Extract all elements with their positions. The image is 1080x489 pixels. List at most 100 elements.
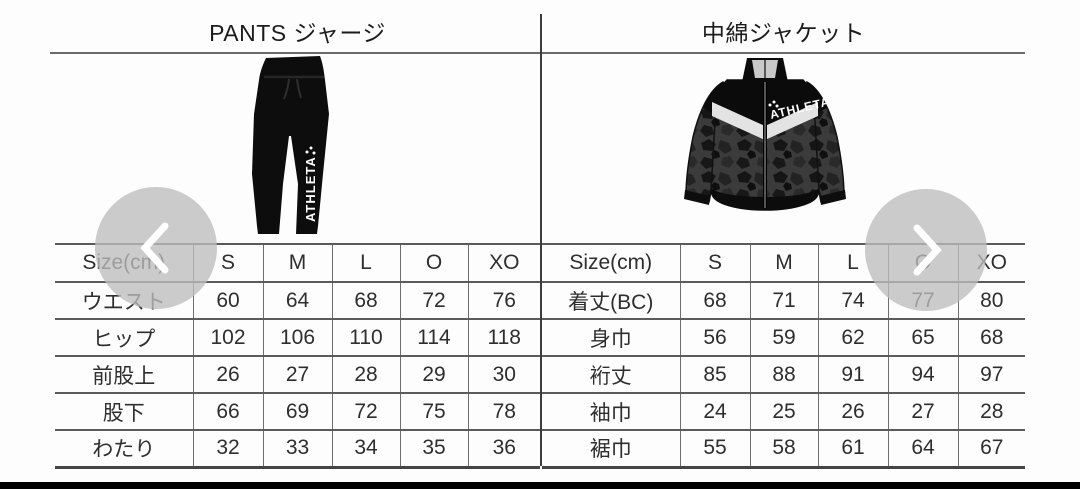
size-value: 59 (749, 318, 818, 356)
row-label: 裾巾 (542, 429, 680, 467)
logo-dot (312, 151, 316, 155)
size-value: 24 (679, 392, 750, 430)
table-row: ヒップ 102 106 110 114 118 (55, 318, 540, 356)
carousel-prev-button[interactable] (95, 187, 217, 309)
row-label: 裄丈 (542, 355, 680, 393)
size-value: 30 (467, 355, 540, 393)
size-value: 61 (817, 429, 888, 467)
size-value: 62 (817, 318, 888, 356)
size-value: 68 (679, 281, 750, 319)
size-value: 60 (192, 281, 263, 319)
size-value: 27 (262, 355, 332, 393)
logo-dot (772, 100, 776, 104)
size-value: 114 (399, 318, 468, 356)
size-value: 85 (679, 355, 750, 393)
size-value: 26 (817, 392, 888, 430)
table-row: 着丈(BC) 68 71 74 77 80 (542, 281, 1025, 319)
size-value: 68 (331, 281, 400, 319)
size-value: 75 (399, 392, 468, 430)
row-label: 袖巾 (542, 392, 680, 430)
row-label: 股下 (55, 392, 193, 430)
table-row: 股下 66 69 72 75 78 (55, 392, 540, 430)
size-value: 34 (331, 429, 400, 467)
size-value: 65 (887, 318, 958, 356)
row-label: ヒップ (55, 318, 193, 356)
size-value: 25 (749, 392, 818, 430)
pants-size-table: Size(cm) S M L O XO ウエスト 60 64 68 72 76 … (55, 243, 540, 469)
size-value: 74 (817, 281, 888, 319)
panel-divider (540, 14, 542, 466)
size-value: 110 (331, 318, 400, 356)
jacket-left-cuff (684, 190, 710, 205)
pants-illustration: ATHLETA (252, 56, 329, 234)
size-value: 106 (262, 318, 332, 356)
size-value: 64 (262, 281, 332, 319)
jacket-illustration: ATHLETA (684, 58, 846, 211)
size-value: 66 (192, 392, 263, 430)
jacket-right-cuff (820, 190, 846, 205)
size-value: 76 (467, 281, 540, 319)
size-value: 118 (467, 318, 540, 356)
table-row: 身巾 56 59 62 65 68 (542, 318, 1025, 356)
jacket-size-table: Size(cm) S M L O XO 着丈(BC) 68 71 74 77 8… (542, 243, 1025, 469)
size-value: 36 (467, 429, 540, 467)
table-row: 裾巾 55 58 61 64 67 (542, 429, 1025, 467)
size-value: 94 (887, 355, 958, 393)
chevron-right-icon (913, 224, 942, 276)
col-header-m: M (262, 244, 332, 282)
size-value: 88 (749, 355, 818, 393)
drawstring-left (283, 78, 290, 100)
table-row: 袖巾 24 25 26 27 28 (542, 392, 1025, 430)
size-value: 71 (749, 281, 818, 319)
carousel-next-button[interactable] (865, 189, 987, 311)
logo-dot (305, 150, 309, 154)
logo-dot (775, 104, 779, 108)
row-label: 着丈(BC) (542, 281, 680, 319)
table-row: 裄丈 85 88 91 94 97 (542, 355, 1025, 393)
table-row: 前股上 26 27 28 29 30 (55, 355, 540, 393)
size-unit-header: Size(cm) (569, 251, 653, 274)
size-value: 27 (887, 392, 958, 430)
brand-logo-text: ATHLETA (303, 156, 318, 222)
jacket-table-header-row: Size(cm) S M L O XO (542, 244, 1025, 282)
logo-dot (768, 103, 772, 107)
drawstring-right (296, 78, 302, 99)
size-value: 102 (192, 318, 263, 356)
pants-silhouette (252, 56, 329, 234)
size-value: 26 (192, 355, 263, 393)
size-value: 58 (749, 429, 818, 467)
col-header-o: O (399, 244, 468, 282)
size-value: 29 (399, 355, 468, 393)
size-value: 32 (192, 429, 263, 467)
size-value: 97 (957, 355, 1025, 393)
size-value: 78 (467, 392, 540, 430)
jacket-panel-title: 中綿ジャケット (701, 20, 866, 46)
size-value: 55 (679, 429, 750, 467)
size-value: 56 (679, 318, 750, 356)
size-value: 33 (262, 429, 332, 467)
pants-panel-title: PANTS ジャージ (209, 20, 386, 46)
row-label: 前股上 (55, 355, 193, 393)
size-value: 72 (331, 392, 400, 430)
row-label: わたり (55, 429, 193, 467)
table-row: わたり 32 33 34 35 36 (55, 429, 540, 467)
size-value: 91 (817, 355, 888, 393)
size-value: 64 (887, 429, 958, 467)
col-header-s: S (679, 244, 750, 282)
row-label: 身巾 (542, 318, 680, 356)
size-value: 69 (262, 392, 332, 430)
col-header-xo: XO (467, 244, 540, 282)
col-header-m: M (749, 244, 818, 282)
size-value: 35 (399, 429, 468, 467)
title-underline (50, 52, 1025, 54)
chevron-left-icon (140, 222, 169, 274)
logo-dot (309, 146, 313, 150)
col-header-l: L (331, 244, 400, 282)
size-value: 68 (957, 318, 1025, 356)
bottom-letterbox-bar (0, 482, 1080, 489)
size-value: 72 (399, 281, 468, 319)
size-value: 67 (957, 429, 1025, 467)
size-value: 28 (957, 392, 1025, 430)
size-value: 28 (331, 355, 400, 393)
